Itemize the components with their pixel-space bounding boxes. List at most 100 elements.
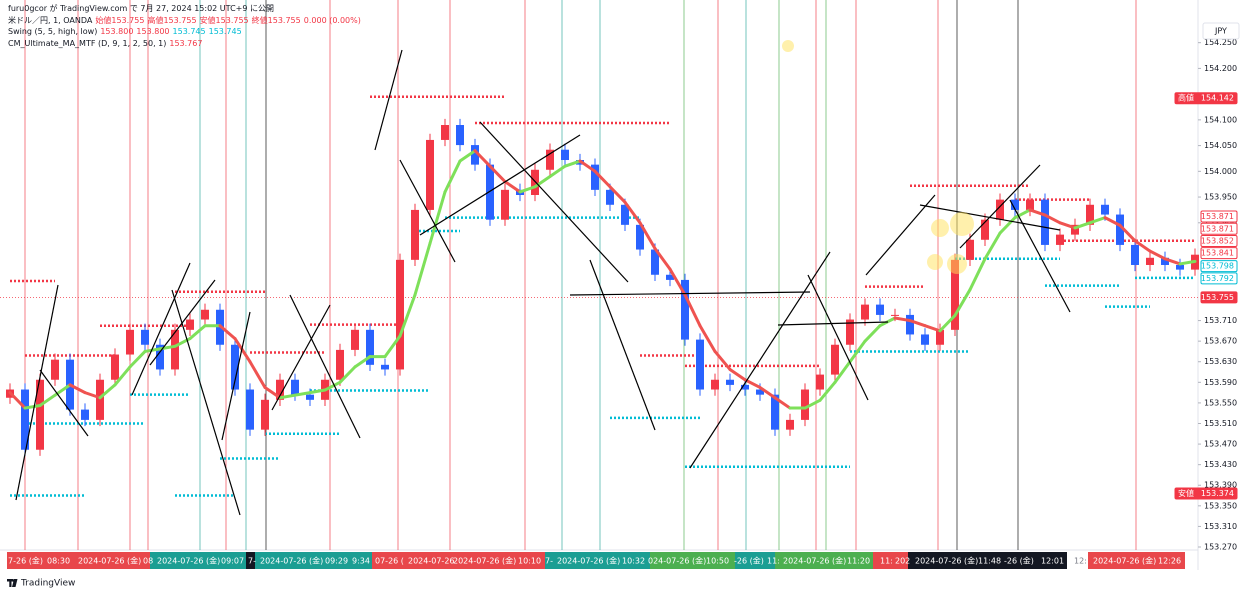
time-label: 2024-07-26 (金): [78, 556, 141, 566]
candle-body: [816, 374, 824, 390]
time-segment: [150, 552, 246, 569]
ma-segment: [758, 385, 777, 400]
ma-segment: [218, 324, 237, 341]
ma-segment: [1043, 213, 1062, 225]
ma-segment: [308, 388, 327, 395]
legend-text: 米ドル／円, 1, OANDA: [8, 15, 93, 25]
ma-segment: [488, 164, 507, 184]
ma-segment: [563, 159, 582, 168]
time-segment: [255, 552, 372, 569]
legend-text: 153.800: [136, 27, 170, 36]
time-label: 7-: [545, 557, 553, 566]
ma-segment: [113, 365, 132, 387]
time-label: 202: [895, 557, 910, 566]
candle-body: [51, 359, 59, 380]
candle-body: [756, 389, 764, 395]
candle-body: [981, 219, 989, 240]
ma-segment: [143, 347, 162, 353]
ma-segment: [638, 221, 657, 251]
candle-body: [276, 379, 284, 400]
legend-text: 安値153.755: [199, 15, 249, 25]
ma-segment: [458, 149, 477, 163]
candle-body: [531, 169, 539, 195]
candle-body: [111, 354, 119, 380]
y-tick-label: 153.550: [1204, 398, 1237, 407]
legend-text: 高値153.755: [147, 15, 197, 25]
title: furu0gcor が TradingView.com で 7月 27, 202…: [8, 4, 274, 13]
ma-segment: [908, 319, 927, 328]
legend-text: 153.745: [172, 27, 206, 36]
price-badge-label: 153.792: [1201, 274, 1234, 283]
ma-segment: [698, 324, 717, 353]
ma-segment: [503, 180, 522, 194]
time-label: 7-26 (金): [8, 556, 43, 566]
ma-segment: [233, 337, 252, 364]
candle-body: [1041, 199, 1049, 245]
legend-text: 153.800: [100, 27, 134, 36]
legend-text: Swing (5, 5, high, low): [8, 27, 98, 36]
price-badge: [1200, 247, 1238, 260]
highlights: [782, 40, 974, 274]
ma-segment: [1118, 223, 1137, 243]
time-label: 10:10: [518, 557, 541, 566]
candle-body: [651, 249, 659, 275]
candle-body: [546, 149, 554, 170]
y-tick-label: 154.250: [1204, 38, 1237, 47]
candle-body: [186, 319, 194, 330]
candle-body: [156, 344, 164, 370]
candle-body: [306, 394, 314, 400]
candle-body: [441, 125, 449, 140]
time-label: 11:48: [978, 557, 1001, 566]
ma-segment: [98, 383, 117, 400]
time-label: 07-26 (: [375, 557, 404, 566]
y-tick-label: 154.050: [1204, 141, 1237, 150]
ma-segment: [548, 164, 567, 178]
legend: furu0gcor が TradingView.com で 7月 27, 202…: [8, 3, 364, 49]
y-tick-label: 154.200: [1204, 64, 1237, 73]
candle-body: [606, 189, 614, 205]
time-label: 2024-07-26 (金): [1093, 556, 1156, 566]
ma-segment: [578, 159, 597, 173]
candle-body: [291, 379, 299, 395]
candle-body: [636, 224, 644, 250]
candle-body: [141, 329, 149, 345]
time-label: 2024-07-26 (金): [915, 556, 978, 566]
price-badge-label: 154.142: [1201, 94, 1234, 103]
candle-body: [591, 164, 599, 190]
candle-body: [351, 329, 359, 350]
candle-body: [261, 399, 269, 430]
time-segment: [7, 552, 150, 569]
y-tick-label: 153.710: [1204, 316, 1237, 325]
legend-text: 153.745: [208, 27, 242, 36]
ma-segment: [68, 383, 87, 395]
time-label: 10:32: [622, 557, 645, 566]
logo: [7, 579, 18, 587]
ma-segment: [833, 360, 852, 384]
ma-segment: [623, 200, 642, 225]
y-tick-label: 153.510: [1204, 419, 1237, 428]
y-tick-label: 154.100: [1204, 115, 1237, 124]
ma-segment: [1163, 257, 1182, 266]
currency-box: [1202, 22, 1240, 40]
candle-body: [726, 379, 734, 385]
ma-segment: [533, 174, 552, 189]
ma-segment: [23, 403, 42, 410]
candle-body: [336, 349, 344, 380]
legend-row: 米ドル／円, 1, OANDA 始値153.755 高値153.755 安値153.7…: [8, 15, 364, 27]
brand: TradingView: [20, 579, 75, 589]
candle-body: [171, 329, 179, 370]
price-badge: [1174, 487, 1238, 500]
candle-body: [1161, 257, 1169, 265]
candle-body: [96, 379, 104, 420]
ma-segment: [38, 393, 57, 407]
candle-body: [426, 139, 434, 210]
ma-segment: [953, 288, 972, 317]
legend-text: 153.767: [169, 38, 203, 48]
time-label: 11:: [880, 557, 893, 566]
currency: JPY: [1214, 27, 1227, 36]
time-segment: [873, 552, 908, 569]
candle-body: [831, 344, 839, 375]
ma-segment: [1088, 216, 1107, 225]
time-segment: [545, 552, 650, 569]
